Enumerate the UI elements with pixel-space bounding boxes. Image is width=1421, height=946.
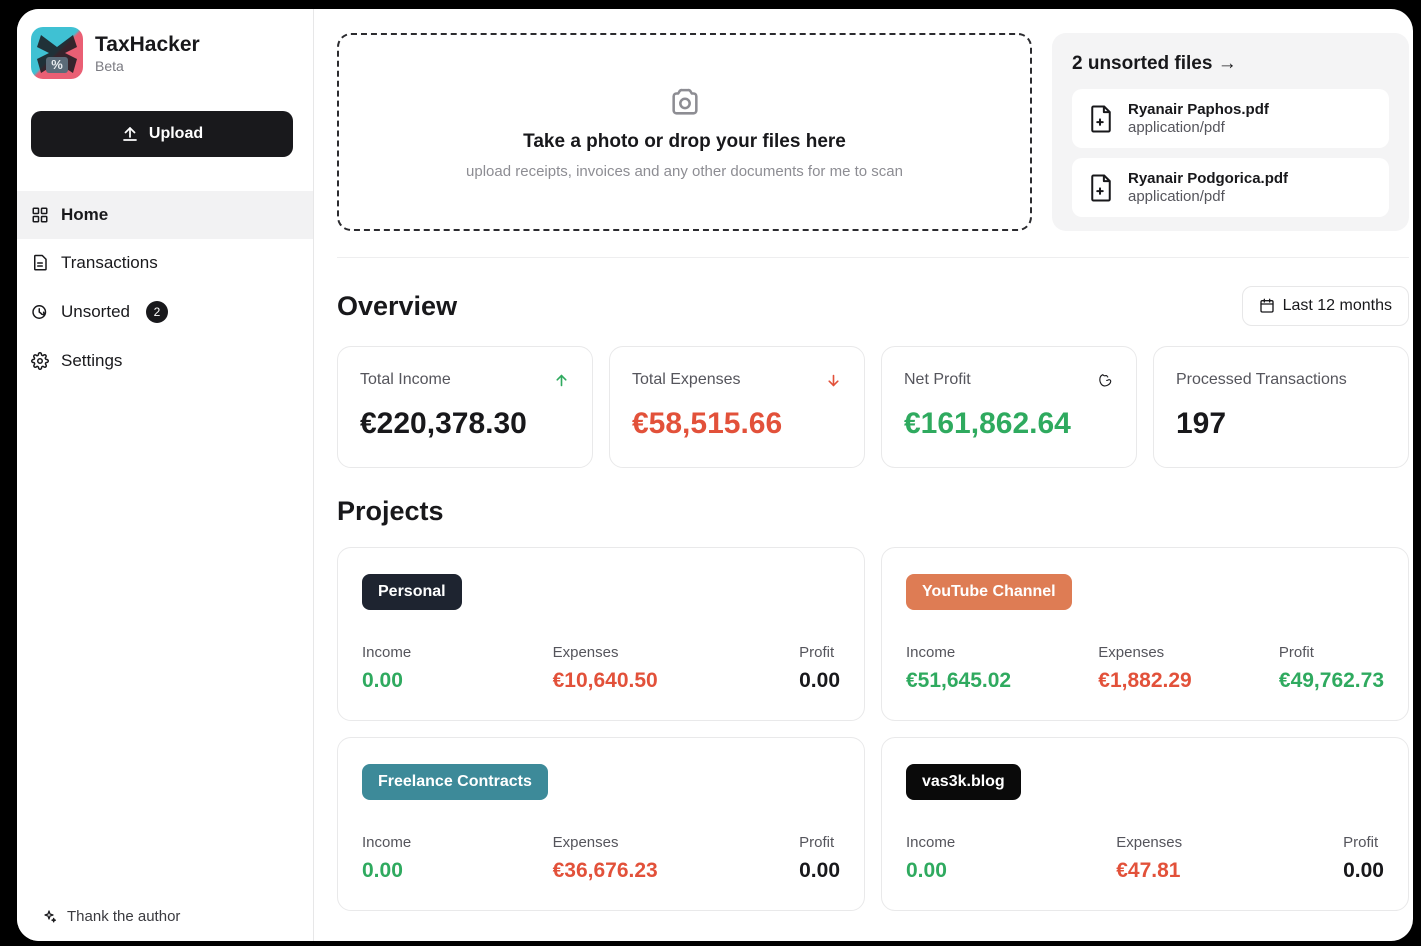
svg-text:%: % [51, 57, 63, 72]
